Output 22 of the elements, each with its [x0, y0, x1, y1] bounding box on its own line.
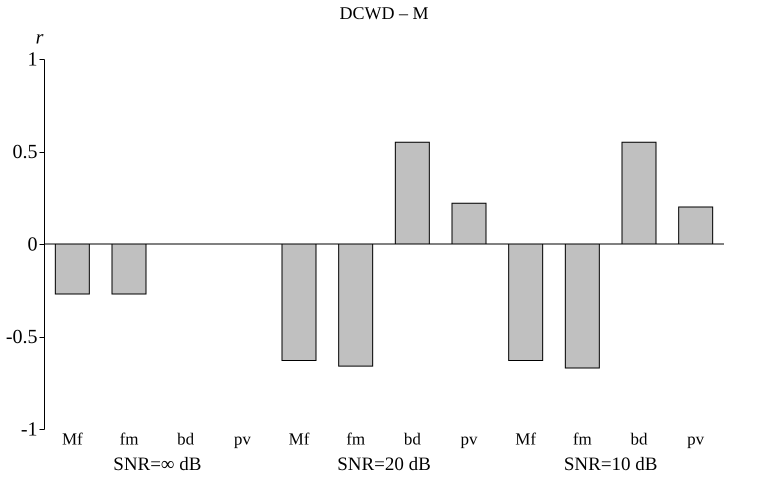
chart-title: DCWD – M [340, 3, 428, 23]
x-tick-label: bd [404, 430, 422, 448]
x-tick-label: pv [687, 430, 705, 448]
x-tick-label: pv [234, 430, 252, 448]
x-tick-label: fm [572, 430, 592, 448]
x-tick-label: Mf [515, 430, 536, 448]
x-tick-label: bd [630, 430, 648, 448]
x-tick-label: Mf [62, 430, 84, 448]
text: SNR=20 dB [337, 454, 431, 475]
y-tick-label: 0.5 [12, 141, 38, 163]
x-tick-label: fm [346, 430, 366, 448]
y-axis-title: r [36, 26, 44, 48]
y-tick-label: -1 [20, 418, 38, 440]
x-tick-label: pv [460, 430, 478, 448]
y-tick-label: 1 [28, 48, 38, 70]
text: SNR=10 dB [564, 454, 658, 475]
x-tick-label: fm [120, 430, 138, 448]
y-tick-label: -0.5 [6, 326, 38, 348]
x-tick-label: bd [177, 430, 195, 448]
y-tick-label: 0 [28, 234, 38, 256]
x-tick-label: Mf [288, 430, 310, 448]
text: SNR=∞ dB [113, 454, 202, 475]
